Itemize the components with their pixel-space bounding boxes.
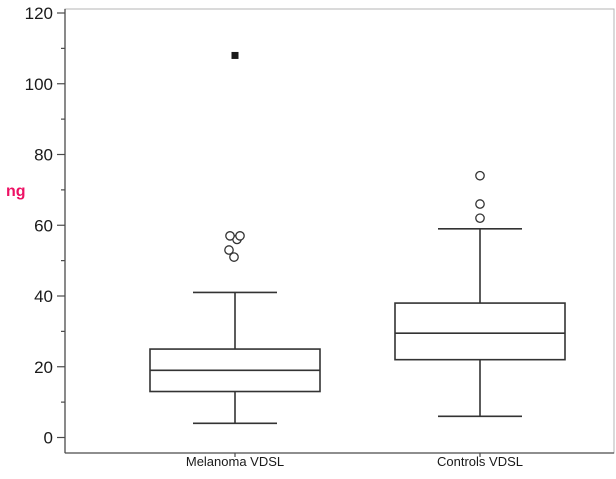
y-axis-unit-label: ng: [6, 183, 26, 200]
outlier-circle: [475, 170, 485, 181]
y-tick-label: 0: [44, 429, 53, 448]
outlier-circle: [475, 199, 485, 209]
outlier-circle: [475, 213, 485, 224]
y-tick-label: 80: [34, 146, 53, 165]
y-tick-label: 100: [25, 75, 53, 94]
outlier-circle: [225, 231, 235, 241]
category-label: Controls VDSL: [437, 454, 523, 469]
y-tick-label: 120: [25, 4, 53, 23]
category-label: Melanoma VDSL: [186, 454, 284, 469]
outlier-circle: [224, 245, 234, 255]
extreme-outlier-square: [231, 51, 239, 59]
y-tick-label: 40: [34, 287, 53, 306]
outlier-circle: [235, 231, 245, 241]
outlier-circle: [229, 252, 239, 262]
y-tick-label: 60: [34, 216, 53, 235]
y-tick-label: 20: [34, 358, 53, 377]
iqr-box: [394, 302, 566, 361]
